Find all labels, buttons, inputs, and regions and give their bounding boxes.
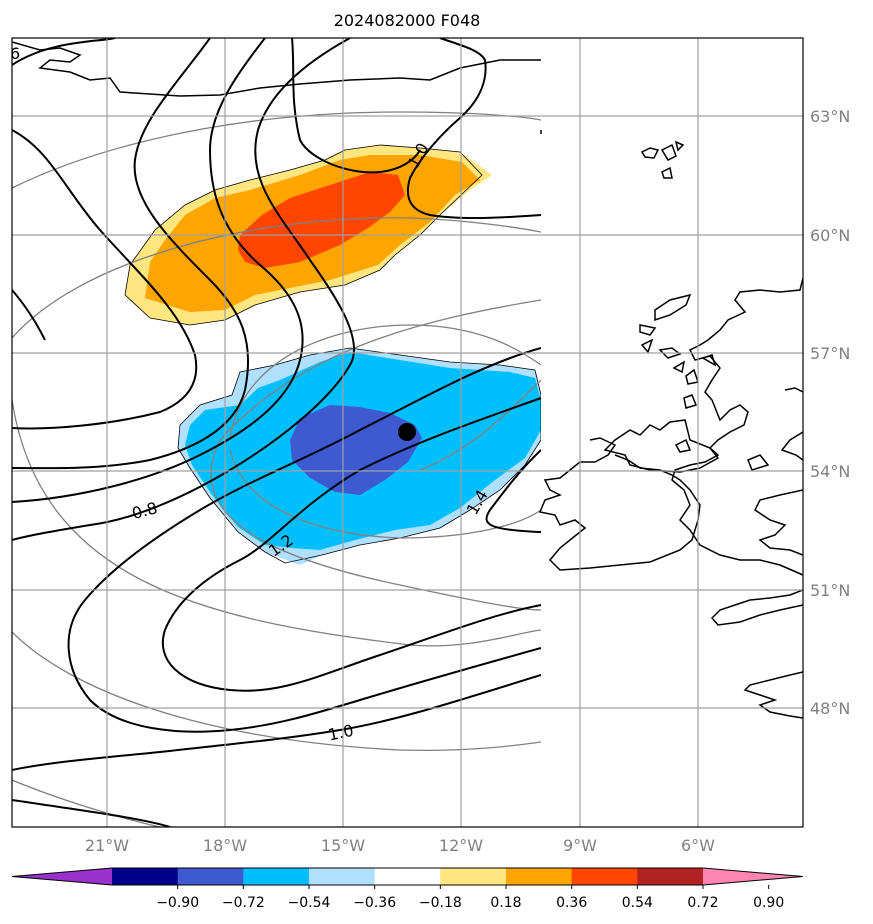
colorbar-tick-label: 0.54 — [622, 895, 653, 911]
coastlines — [12, 41, 803, 719]
colorbar-tick-label: −0.18 — [419, 895, 462, 911]
map-title: 2024082000 F048 — [334, 11, 481, 30]
longitude-labels: 21°W 18°W 15°W 12°W 9°W 6°W — [85, 836, 715, 855]
colorbar-tick-label: −0.72 — [222, 895, 265, 911]
brittany-coast — [743, 671, 803, 719]
wales-england-coast — [754, 489, 803, 556]
colorbar-extend-high — [703, 868, 803, 885]
colorbar-segment — [506, 868, 573, 885]
colorbar-tick-label: −0.36 — [353, 895, 396, 911]
colorbar-segment — [571, 868, 638, 885]
colorbar-tick-label: 0.36 — [556, 895, 587, 911]
lat-label: 63°N — [810, 107, 850, 126]
colorbar-segment — [112, 868, 179, 885]
contour-label-1p0-bottom: 1.0 — [326, 721, 355, 745]
contour-label-edge: 6 — [10, 44, 20, 63]
colorbar-tick-label: −0.54 — [288, 895, 331, 911]
anomaly-outlines — [124, 144, 541, 564]
lat-label: 57°N — [810, 344, 850, 363]
lat-label: 48°N — [810, 699, 850, 718]
colorbar — [11, 867, 804, 886]
colorbar-ticks: −0.90 −0.72 −0.54 −0.36 −0.18 0.18 0.36 0.54 0.7… — [156, 885, 784, 911]
lon-label: 9°W — [563, 836, 597, 855]
colorbar-extend-low — [12, 868, 112, 885]
colorbar-tick-label: 0.72 — [687, 895, 718, 911]
colorbar-segment — [177, 868, 244, 885]
colorbar-segment — [440, 868, 507, 885]
colorbar-segment — [243, 868, 310, 885]
lat-label: 60°N — [810, 226, 850, 245]
ireland-coast — [538, 437, 701, 571]
latitude-labels: 63°N 60°N 57°N 54°N 51°N 48°N — [810, 107, 850, 718]
scotland-coast — [671, 277, 803, 576]
colorbar-outline — [11, 867, 804, 886]
lon-label: 21°W — [85, 836, 129, 855]
map-frame — [11, 37, 804, 828]
colorbar-segment — [637, 868, 704, 885]
thin-grey-contours — [12, 111, 541, 827]
gridlines — [12, 38, 803, 827]
colorbar-tick-label: −0.90 — [156, 895, 199, 911]
northern-ireland-coast — [603, 419, 720, 473]
lon-label: 18°W — [203, 836, 247, 855]
colorbar-tick-label: 0.18 — [490, 895, 521, 911]
point-marker — [398, 423, 416, 441]
colorbar-segment — [374, 868, 441, 885]
iceland-coast — [12, 41, 541, 97]
lon-label: 15°W — [321, 836, 365, 855]
lat-label: 51°N — [810, 581, 850, 600]
thick-black-contours — [12, 38, 541, 827]
map-area: 1.0 0.8 1.2 1.4 1.0 6 — [10, 38, 803, 827]
lat-label: 54°N — [810, 462, 850, 481]
colorbar-tick-label: 0.90 — [753, 895, 784, 911]
lon-label: 6°W — [681, 836, 715, 855]
lon-label: 12°W — [439, 836, 483, 855]
positive-anomaly-high — [238, 172, 405, 268]
negative-anomaly-high — [290, 405, 422, 495]
colorbar-segment — [309, 868, 376, 885]
